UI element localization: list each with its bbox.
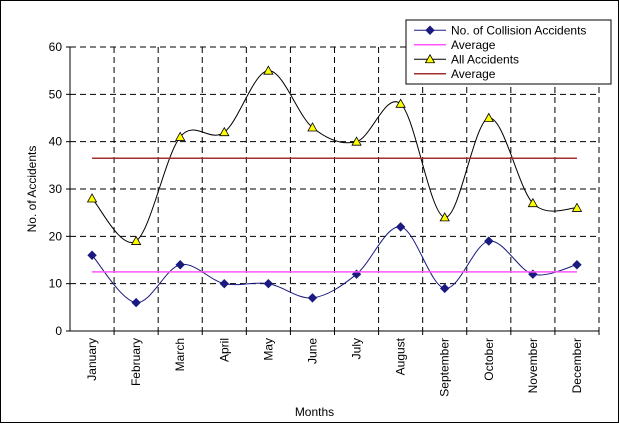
tick-label-y-40: 40 [49,135,63,149]
tick-label-x-may: May [261,338,275,361]
tick-label-x-april: April [217,338,231,362]
series-2-point-february [130,235,142,245]
legend-label-3: Average [451,67,496,81]
tick-label-x-october: October [482,338,496,381]
tick-label-x-september: September [438,338,452,397]
series-layer [86,65,583,308]
series-2-point-november [527,197,539,208]
label-layer: 0 10 20 30 40 50 60 January February March April Ma… [25,40,584,419]
series-2-point-august [395,98,406,108]
series-0-point-march [175,260,185,270]
series-0-point-september [440,283,450,294]
series-0-point-august [395,222,406,232]
series-2-point-january [86,193,98,203]
tick-label-x-july: July [350,338,364,359]
legend-swatch-marker-2 [424,53,436,64]
series-0-point-february [131,297,141,308]
series-0-point-april [219,278,229,289]
legend-label-2: All Accidents [451,52,519,66]
tick-label-y-30: 30 [49,182,63,196]
tick-label-x-february: February [129,338,143,386]
x-axis-title: Months [295,405,334,419]
tick-label-y-50: 50 [49,87,63,101]
series-2-point-june [307,122,318,132]
series-2-point-december [571,202,583,212]
series-2-point-july [351,136,362,146]
tick-label-y-10: 10 [49,277,63,291]
series-0-point-october [484,236,494,246]
axis-layer [66,46,600,335]
tick-label-y-20: 20 [49,229,63,243]
series-2-point-september [439,212,450,222]
series-2-point-april [219,126,230,137]
tick-label-x-august: August [394,337,408,375]
series-2-point-march [175,131,186,141]
series-0-point-december [572,260,582,270]
tick-label-x-december: December [570,338,584,393]
series-2-point-may [263,65,274,75]
legend-label-1: Average [451,38,496,52]
series-0-point-june [307,293,318,303]
y-axis-title: No. of Accidents [25,146,39,233]
legend-label-0: No. of Collision Accidents [451,23,586,37]
legend-swatch-marker-0 [425,25,435,35]
tick-label-x-november: November [526,338,540,393]
series-0-point-january [87,250,97,260]
tick-label-x-june: June [305,338,319,364]
tick-label-x-march: March [173,338,187,371]
tick-label-x-january: January [85,338,99,381]
tick-label-y-60: 60 [49,40,63,54]
series-0-point-may [263,278,274,289]
series-2-point-october [483,112,494,122]
grid-layer [70,46,600,331]
tick-label-y-0: 0 [55,324,62,338]
